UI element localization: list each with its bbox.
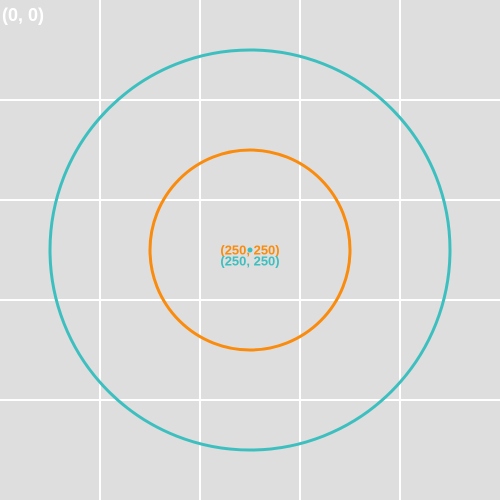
small-circle-center-label: (250, 250): [220, 242, 279, 257]
center-point: [247, 247, 253, 253]
origin-label: (0, 0): [2, 5, 44, 25]
small-circle: [148, 148, 352, 352]
large-circle: [48, 48, 452, 452]
large-circle-center-label: (250, 250): [220, 253, 279, 268]
